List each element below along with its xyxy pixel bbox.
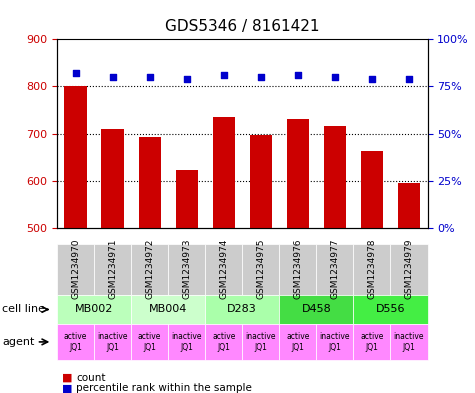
Text: cell line: cell line [2, 305, 46, 314]
Point [294, 72, 302, 78]
Text: count: count [76, 373, 105, 383]
Point [220, 72, 228, 78]
Text: GSM1234977: GSM1234977 [331, 239, 339, 299]
Bar [65, 86, 86, 393]
Text: MB002: MB002 [75, 305, 113, 314]
Point [72, 70, 79, 76]
Text: active
JQ1: active JQ1 [138, 332, 162, 352]
Text: D283: D283 [228, 305, 257, 314]
Bar [176, 171, 198, 393]
Bar [213, 117, 235, 393]
Text: active
JQ1: active JQ1 [64, 332, 87, 352]
Point [183, 76, 190, 82]
Point [331, 74, 339, 80]
Text: GSM1234975: GSM1234975 [256, 239, 265, 299]
Point [405, 76, 413, 82]
Text: inactive
JQ1: inactive JQ1 [171, 332, 202, 352]
Text: active
JQ1: active JQ1 [360, 332, 384, 352]
Text: active
JQ1: active JQ1 [286, 332, 310, 352]
Text: D556: D556 [376, 305, 405, 314]
Text: GSM1234976: GSM1234976 [294, 239, 302, 299]
Bar [398, 183, 420, 393]
Bar [361, 151, 383, 393]
Text: GSM1234971: GSM1234971 [108, 239, 117, 299]
Bar [102, 129, 124, 393]
Text: GSM1234979: GSM1234979 [405, 239, 413, 299]
Text: percentile rank within the sample: percentile rank within the sample [76, 383, 252, 393]
Bar [324, 126, 346, 393]
Text: inactive
JQ1: inactive JQ1 [97, 332, 128, 352]
Text: D458: D458 [302, 305, 331, 314]
Bar [250, 134, 272, 393]
Point [368, 76, 376, 82]
Text: GSM1234970: GSM1234970 [71, 239, 80, 299]
Text: active
JQ1: active JQ1 [212, 332, 236, 352]
Text: GSM1234972: GSM1234972 [145, 239, 154, 299]
Bar [287, 119, 309, 393]
Point [146, 74, 153, 80]
Text: MB004: MB004 [149, 305, 187, 314]
Text: inactive
JQ1: inactive JQ1 [246, 332, 276, 352]
Text: inactive
JQ1: inactive JQ1 [320, 332, 350, 352]
Title: GDS5346 / 8161421: GDS5346 / 8161421 [165, 19, 320, 34]
Text: GSM1234973: GSM1234973 [182, 239, 191, 299]
Text: inactive
JQ1: inactive JQ1 [394, 332, 424, 352]
Point [109, 74, 116, 80]
Text: ■: ■ [62, 373, 72, 383]
Text: GSM1234978: GSM1234978 [368, 239, 376, 299]
Point [257, 74, 265, 80]
Text: GSM1234974: GSM1234974 [219, 239, 228, 299]
Text: agent: agent [2, 337, 35, 347]
Bar [139, 137, 161, 393]
Text: ■: ■ [62, 383, 72, 393]
